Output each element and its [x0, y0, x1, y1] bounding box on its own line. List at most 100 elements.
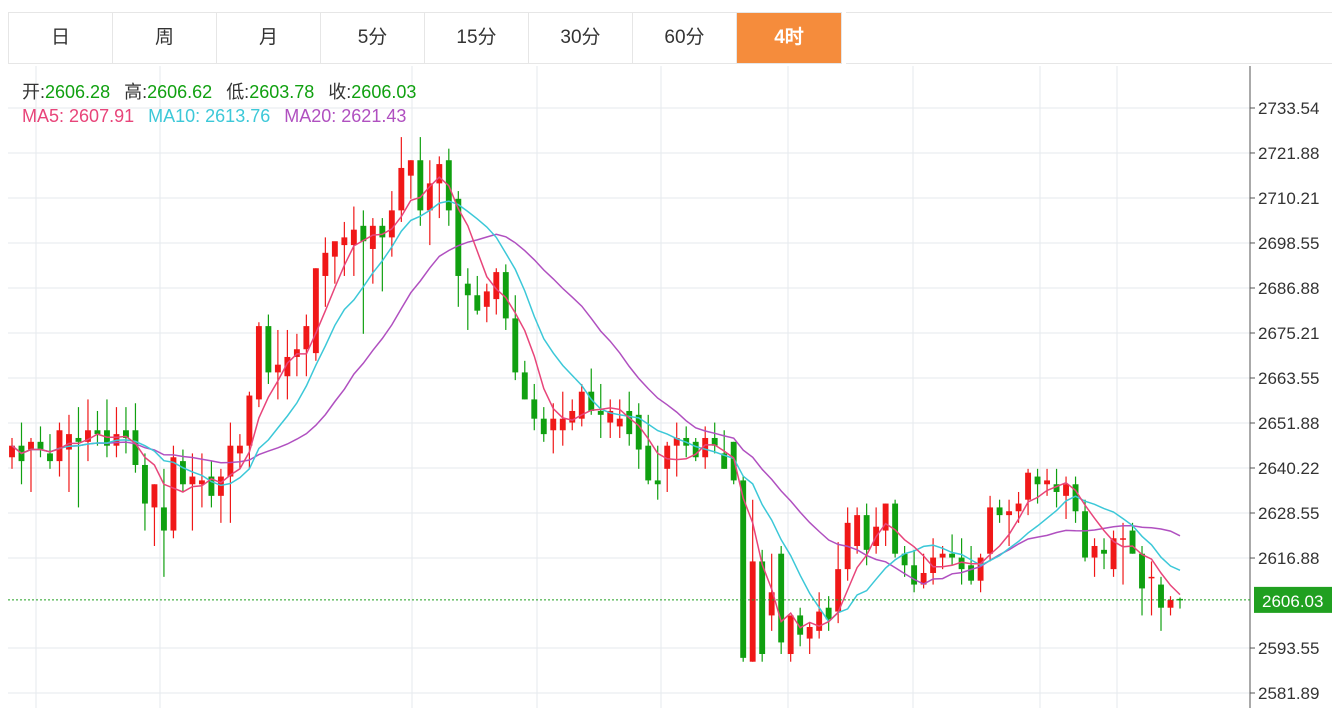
ma5-label: MA5: — [22, 106, 65, 126]
candle-body-4 — [47, 453, 53, 462]
tabs-bar-filler — [846, 12, 1332, 64]
candle-body-65 — [626, 410, 633, 435]
price-tick-label-0: 2733.54 — [1258, 99, 1319, 118]
candle-body-73 — [702, 437, 709, 458]
candle-body-97 — [930, 557, 937, 573]
candle-body-111 — [1063, 484, 1069, 496]
tab-7[interactable]: 4时 — [737, 13, 841, 63]
price-tick-label-10: 2616.88 — [1258, 549, 1319, 568]
candle-body-31 — [303, 326, 310, 350]
price-tick-label-3: 2698.55 — [1258, 234, 1319, 253]
candle-body-79 — [759, 561, 766, 654]
candle-body-106 — [1015, 503, 1022, 512]
candle-body-32 — [312, 268, 319, 354]
candle-body-114 — [1091, 545, 1098, 558]
ma5-value: 2607.91 — [69, 106, 135, 126]
period-tabs: 日周月 5分 15分 30分 60分 4时 — [8, 12, 842, 64]
candle-body-17 — [170, 457, 177, 531]
candle-body-35 — [341, 237, 348, 246]
price-tick-label-12: 2593.55 — [1258, 639, 1319, 658]
candle-body-29 — [284, 356, 291, 377]
candle-body-98 — [939, 553, 946, 558]
candle-body-112 — [1072, 484, 1079, 512]
candle-body-100 — [958, 557, 965, 570]
candle-body-6 — [66, 434, 72, 450]
open-label: 开: — [22, 82, 46, 102]
candle-body-75 — [721, 453, 728, 469]
chart-grid — [8, 66, 1250, 708]
tab-1[interactable]: 周 — [113, 13, 217, 63]
candle-body-66 — [635, 414, 642, 450]
candle-body-80 — [768, 592, 775, 616]
candle-body-24 — [236, 445, 243, 454]
candle-body-104 — [996, 507, 1003, 516]
candle-body-47 — [455, 198, 462, 276]
candle-body-110 — [1053, 484, 1060, 492]
candle-body-27 — [265, 326, 272, 373]
candle-body-48 — [464, 283, 471, 296]
price-tick-label-1: 2721.88 — [1258, 144, 1319, 163]
candle-body-89 — [854, 515, 861, 546]
candle-body-5 — [56, 430, 63, 462]
candle-body-39 — [379, 225, 386, 238]
ma20-label: MA20: — [284, 106, 337, 126]
last-price-box — [1254, 586, 1332, 613]
price-tick-label-5: 2675.21 — [1258, 324, 1319, 343]
ma10-label: MA10: — [148, 106, 201, 126]
candle-body-50 — [483, 291, 490, 307]
tab-2[interactable]: 月 — [217, 13, 321, 63]
candle-body-70 — [673, 437, 680, 446]
candle-body-42 — [407, 160, 414, 176]
candle-body-43 — [417, 160, 424, 211]
candle-body-19 — [189, 476, 196, 485]
candle-body-57 — [550, 418, 557, 431]
price-tick-label-7: 2651.88 — [1258, 414, 1319, 433]
candle-body-120 — [1148, 576, 1155, 579]
tab-3[interactable]: 5分 — [321, 13, 425, 63]
candle-body-3 — [37, 441, 44, 450]
candle-body-107 — [1025, 472, 1032, 500]
candle-body-83 — [797, 615, 804, 635]
candle-body-16 — [160, 507, 167, 531]
candle-body-22 — [217, 476, 224, 496]
candle-body-92 — [882, 503, 889, 531]
candle-body-74 — [711, 437, 718, 446]
candle-body-81 — [778, 553, 785, 643]
price-axis: 2733.54 2721.88 2710.21 2698.55 2686.88 2675.… — [1249, 66, 1319, 708]
candle-body-33 — [322, 252, 329, 276]
candle-body-8 — [85, 430, 91, 442]
candle-body-94 — [901, 553, 908, 566]
candle-body-45 — [436, 164, 443, 184]
candle-body-12 — [123, 430, 129, 438]
candle-body-2 — [28, 441, 34, 450]
candle-body-117 — [1120, 538, 1126, 540]
candle-body-36 — [350, 229, 357, 246]
candle-body-69 — [664, 445, 671, 469]
tab-4[interactable]: 15分 — [425, 13, 529, 63]
candle-body-18 — [179, 461, 186, 485]
high-value: 2606.62 — [147, 82, 213, 102]
candle-body-103 — [987, 507, 994, 554]
candle-body-30 — [293, 349, 300, 357]
candle-body-14 — [141, 464, 148, 504]
candle-body-28 — [274, 364, 281, 373]
open-value: 2606.28 — [45, 82, 111, 102]
candle-body-38 — [369, 225, 376, 249]
candle-body-60 — [578, 391, 585, 419]
price-tick-label-9: 2628.55 — [1258, 504, 1319, 523]
tab-6[interactable]: 60分 — [633, 13, 737, 63]
last-price-label: 2606.03 — [1262, 592, 1323, 611]
candle-body-99 — [949, 553, 956, 558]
ohlc-readout: 开:2606.28 高:2606.62 低:2603.78 收:2606.03 — [22, 78, 416, 104]
candle-body-20 — [198, 480, 205, 485]
price-tick-label-8: 2640.22 — [1258, 459, 1319, 478]
candle-body-37 — [360, 225, 367, 242]
candle-body-72 — [692, 441, 699, 458]
candle-body-121 — [1158, 584, 1164, 608]
ma-lines — [11, 176, 1181, 629]
tab-5[interactable]: 30分 — [529, 13, 633, 63]
candle-body-13 — [132, 430, 139, 465]
ma10-line — [11, 200, 1181, 623]
tab-0[interactable]: 日 — [9, 13, 113, 63]
